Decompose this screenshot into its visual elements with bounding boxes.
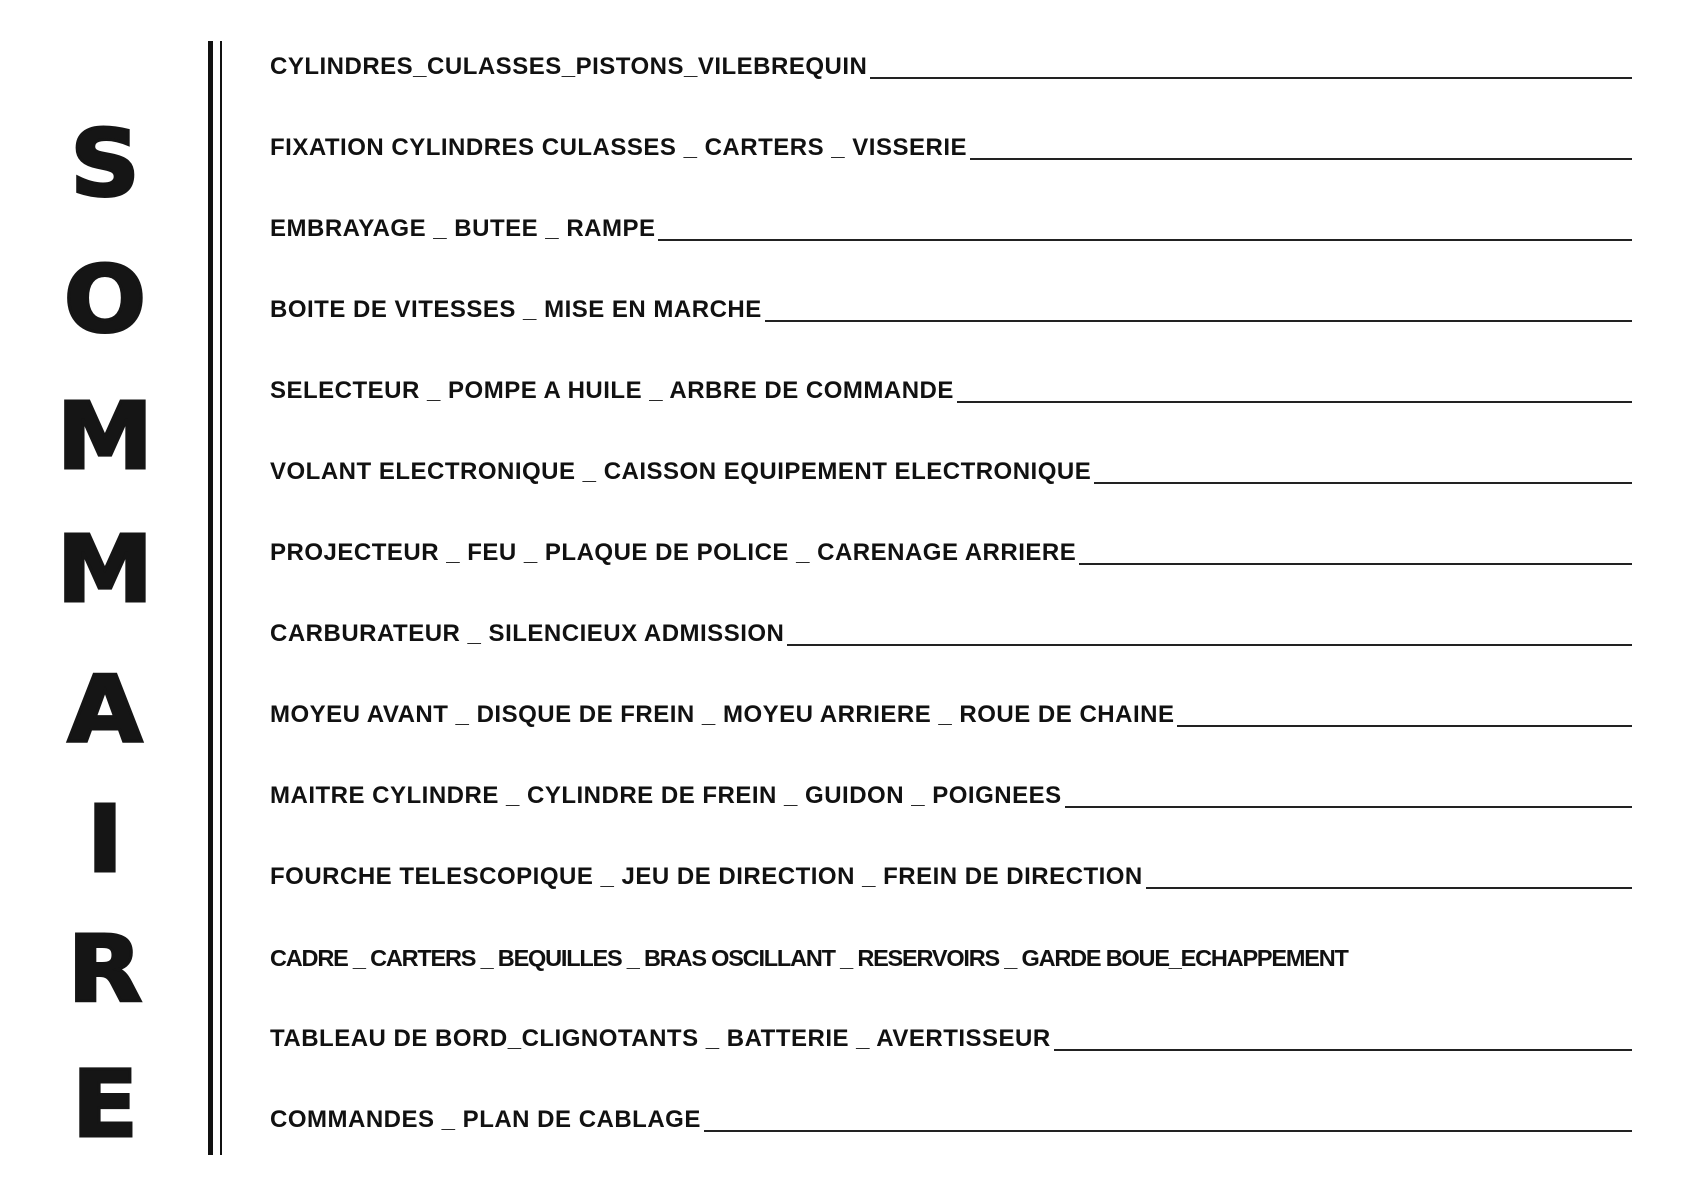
toc-entry: CARBURATEUR _ SILENCIEUX ADMISSION [270,617,1632,698]
toc-entry: BOITE DE VITESSES _ MISE EN MARCHE [270,293,1632,374]
leader-line [1079,536,1632,565]
title-letter: M [55,516,154,623]
toc-entry: MOYEU AVANT _ DISQUE DE FREIN _ MOYEU AR… [270,698,1632,779]
leader-line [787,617,1632,646]
toc-entry-label: CADRE _ CARTERS _ BEQUILLES _ BRAS OSCIL… [270,945,1349,971]
title-letter: M [55,383,154,490]
leader-line [764,293,1632,322]
title-letter: S [69,110,142,217]
toc-entry-label: FOURCHE TELESCOPIQUE _ JEU DE DIRECTION … [270,863,1143,890]
toc-entry-label: FIXATION CYLINDRES CULASSES _ CARTERS _ … [270,134,967,161]
leader-line [1094,455,1632,484]
toc-entry-label: MOYEU AVANT _ DISQUE DE FREIN _ MOYEU AR… [270,701,1175,728]
title-letter: E [70,1051,139,1158]
toc-entry: COMMANDES _ PLAN DE CABLAGE [270,1103,1632,1184]
leader-line [870,50,1632,79]
leader-line [703,1103,1632,1132]
title-letter: I [85,786,124,893]
divider-thick [208,41,213,1155]
toc-entry: CADRE _ CARTERS _ BEQUILLES _ BRAS OSCIL… [270,941,1632,1022]
toc-entry: EMBRAYAGE _ BUTEE _ RAMPE [270,212,1632,293]
toc-entry: TABLEAU DE BORD_CLIGNOTANTS _ BATTERIE _… [270,1022,1632,1103]
title-letter: R [66,916,144,1023]
toc-entry: FIXATION CYLINDRES CULASSES _ CARTERS _ … [270,131,1632,212]
leader-line [1064,779,1632,808]
leader-line [658,212,1632,241]
toc-entry: FOURCHE TELESCOPIQUE _ JEU DE DIRECTION … [270,860,1632,941]
toc-entry: SELECTEUR _ POMPE A HUILE _ ARBRE DE COM… [270,374,1632,455]
toc-entry: MAITRE CYLINDRE _ CYLINDRE DE FREIN _ GU… [270,779,1632,860]
leader-line [1053,1022,1632,1051]
toc-entry-label: SELECTEUR _ POMPE A HUILE _ ARBRE DE COM… [270,377,954,404]
toc-entry-label: CYLINDRES_CULASSES_PISTONS_VILEBREQUIN [270,53,868,80]
toc-entry: VOLANT ELECTRONIQUE _ CAISSON EQUIPEMENT… [270,455,1632,536]
toc-entry-label: MAITRE CYLINDRE _ CYLINDRE DE FREIN _ GU… [270,782,1062,809]
leader-line [1145,860,1632,889]
toc-entry: CYLINDRES_CULASSES_PISTONS_VILEBREQUIN [270,50,1632,131]
leader-line [970,131,1632,160]
divider-thin [220,41,222,1155]
title-letter: O [62,246,147,353]
toc-entry-label: COMMANDES _ PLAN DE CABLAGE [270,1106,701,1133]
toc-entry: PROJECTEUR _ FEU _ PLAQUE DE POLICE _ CA… [270,536,1632,617]
contents-list: CYLINDRES_CULASSES_PISTONS_VILEBREQUIN F… [270,50,1632,1184]
toc-entry-label: PROJECTEUR _ FEU _ PLAQUE DE POLICE _ CA… [270,539,1077,566]
leader-line [956,374,1632,403]
leader-line [1177,698,1632,727]
toc-entry-label: BOITE DE VITESSES _ MISE EN MARCHE [270,296,762,323]
title-letter: A [66,656,144,763]
toc-entry-label: VOLANT ELECTRONIQUE _ CAISSON EQUIPEMENT… [270,458,1092,485]
toc-entry-label: EMBRAYAGE _ BUTEE _ RAMPE [270,215,656,242]
toc-entry-label: CARBURATEUR _ SILENCIEUX ADMISSION [270,620,785,647]
toc-entry-label: TABLEAU DE BORD_CLIGNOTANTS _ BATTERIE _… [270,1025,1051,1052]
